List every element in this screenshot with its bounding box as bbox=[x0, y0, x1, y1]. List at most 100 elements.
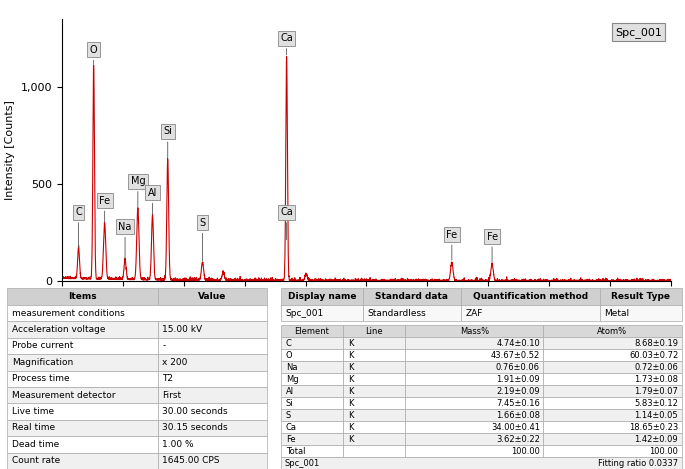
Bar bbox=[158, 371, 267, 387]
Bar bbox=[281, 337, 343, 349]
Text: K: K bbox=[348, 351, 353, 360]
Text: Ca: Ca bbox=[286, 423, 297, 431]
Text: Mass%: Mass% bbox=[460, 327, 489, 336]
Bar bbox=[599, 288, 682, 305]
Bar bbox=[343, 397, 406, 409]
Text: Al: Al bbox=[148, 188, 157, 214]
Text: Spc_001: Spc_001 bbox=[285, 459, 320, 468]
Text: 1.00 %: 1.00 % bbox=[162, 440, 194, 449]
Text: 1.42±0.09: 1.42±0.09 bbox=[634, 435, 678, 444]
Bar bbox=[7, 453, 158, 469]
Bar bbox=[281, 445, 343, 457]
Text: C: C bbox=[286, 339, 292, 348]
Text: ZAF: ZAF bbox=[466, 309, 483, 318]
Text: Acceleration voltage: Acceleration voltage bbox=[12, 325, 105, 334]
Text: Mg: Mg bbox=[131, 176, 145, 207]
Bar bbox=[281, 397, 343, 409]
Text: K: K bbox=[348, 375, 353, 384]
Text: 15.00 kV: 15.00 kV bbox=[162, 325, 203, 334]
Text: 2.19±0.09: 2.19±0.09 bbox=[497, 387, 540, 396]
Text: 1.66±0.08: 1.66±0.08 bbox=[496, 411, 540, 420]
Text: 3.62±0.22: 3.62±0.22 bbox=[496, 435, 540, 444]
Bar bbox=[543, 337, 682, 349]
Bar bbox=[406, 373, 543, 385]
Bar bbox=[281, 457, 682, 469]
Text: 4.74±0.10: 4.74±0.10 bbox=[496, 339, 540, 348]
Bar bbox=[543, 385, 682, 397]
Text: Dead time: Dead time bbox=[12, 440, 59, 449]
Text: Live time: Live time bbox=[12, 407, 53, 416]
Text: 1.14±0.05: 1.14±0.05 bbox=[634, 411, 678, 420]
Bar bbox=[406, 421, 543, 433]
Text: Magnification: Magnification bbox=[12, 358, 73, 367]
Bar bbox=[461, 305, 599, 321]
Bar bbox=[363, 305, 461, 321]
Bar bbox=[343, 385, 406, 397]
Text: K: K bbox=[348, 339, 353, 348]
Text: O: O bbox=[286, 351, 292, 360]
Bar bbox=[543, 409, 682, 421]
Text: Fe: Fe bbox=[99, 196, 110, 222]
Bar bbox=[543, 349, 682, 361]
Bar bbox=[406, 409, 543, 421]
Bar bbox=[343, 325, 406, 337]
Text: K: K bbox=[348, 423, 353, 431]
Bar bbox=[343, 373, 406, 385]
Text: Al: Al bbox=[286, 387, 294, 396]
Text: 7.45±0.16: 7.45±0.16 bbox=[496, 399, 540, 408]
Text: 18.65±0.23: 18.65±0.23 bbox=[629, 423, 678, 431]
Text: First: First bbox=[162, 391, 182, 400]
Text: 100.00: 100.00 bbox=[511, 446, 540, 455]
Bar bbox=[7, 321, 158, 338]
Text: Count rate: Count rate bbox=[12, 456, 60, 465]
Bar bbox=[343, 421, 406, 433]
Bar bbox=[406, 445, 543, 457]
Bar bbox=[363, 288, 461, 305]
Text: Element: Element bbox=[295, 327, 329, 336]
Text: 0.76±0.06: 0.76±0.06 bbox=[496, 363, 540, 372]
Bar bbox=[158, 420, 267, 436]
Bar bbox=[406, 397, 543, 409]
Text: Na: Na bbox=[119, 222, 132, 259]
Text: 0.72±0.06: 0.72±0.06 bbox=[634, 363, 678, 372]
Text: Metal: Metal bbox=[604, 309, 630, 318]
Text: Na: Na bbox=[286, 363, 297, 372]
X-axis label: Energy [keV]: Energy [keV] bbox=[326, 305, 407, 318]
Text: Si: Si bbox=[286, 399, 293, 408]
Bar bbox=[406, 433, 543, 445]
Bar bbox=[7, 403, 158, 420]
Bar bbox=[281, 433, 343, 445]
Text: Ca: Ca bbox=[280, 207, 293, 240]
Bar bbox=[7, 420, 158, 436]
Text: 1.79±0.07: 1.79±0.07 bbox=[634, 387, 678, 396]
Text: Fe: Fe bbox=[286, 435, 295, 444]
Text: K: K bbox=[348, 387, 353, 396]
Bar bbox=[461, 288, 599, 305]
Bar bbox=[343, 337, 406, 349]
Bar bbox=[281, 421, 343, 433]
Text: Spc_001: Spc_001 bbox=[286, 309, 324, 318]
Text: Standardless: Standardless bbox=[368, 309, 427, 318]
Text: 1.91±0.09: 1.91±0.09 bbox=[497, 375, 540, 384]
Bar bbox=[281, 361, 343, 373]
Bar bbox=[281, 385, 343, 397]
Text: 30.00 seconds: 30.00 seconds bbox=[162, 407, 228, 416]
Text: O: O bbox=[90, 45, 97, 65]
Text: Total: Total bbox=[286, 446, 305, 455]
Text: Measurement detector: Measurement detector bbox=[12, 391, 115, 400]
Text: Mg: Mg bbox=[286, 375, 298, 384]
Bar bbox=[343, 349, 406, 361]
Bar bbox=[158, 453, 267, 469]
Text: 100.00: 100.00 bbox=[649, 446, 678, 455]
Text: Process time: Process time bbox=[12, 374, 69, 383]
Bar bbox=[158, 387, 267, 403]
Text: -: - bbox=[162, 341, 166, 350]
Bar bbox=[406, 361, 543, 373]
Text: K: K bbox=[348, 435, 353, 444]
Text: Spc_001: Spc_001 bbox=[615, 27, 662, 38]
Text: 5.83±0.12: 5.83±0.12 bbox=[634, 399, 678, 408]
Text: K: K bbox=[348, 399, 353, 408]
Bar bbox=[343, 433, 406, 445]
Text: Fe: Fe bbox=[486, 232, 497, 262]
Bar bbox=[158, 354, 267, 371]
